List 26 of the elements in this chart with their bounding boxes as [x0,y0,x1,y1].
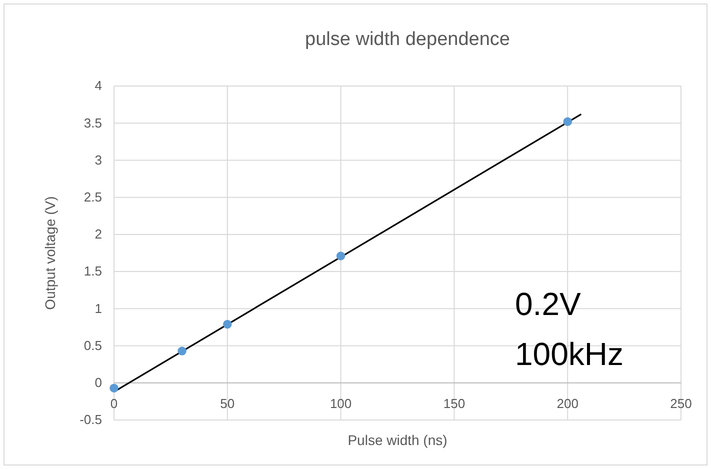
y-tick-label: 3 [94,152,102,168]
x-axis-title: Pulse width (ns) [348,432,448,448]
y-tick-label: 1 [94,300,102,316]
annotation: 100kHz [515,336,624,372]
y-tick-label: 0 [94,375,102,390]
y-tick-label: 4 [94,78,102,94]
chart-title: pulse width dependence [305,29,510,50]
y-axis-title: Output voltage (V) [42,196,58,310]
point [110,384,118,392]
annotation: 0.2V [515,286,582,322]
x-tick-label: 100 [330,396,352,412]
x-tick-label: 0 [110,396,118,412]
x-tick-label: 50 [220,396,235,412]
point [178,346,186,356]
y-tick-label: 3.5 [84,115,102,130]
y-tick-label: -0.5 [80,412,102,428]
point [563,117,572,126]
y-tick-label: 2.5 [84,189,102,204]
y-tick-label: 1.5 [84,264,102,279]
x-tick-label: 250 [670,396,692,412]
point [223,320,232,329]
y-tick-label: 0.5 [84,338,102,353]
x-tick-label: 200 [556,396,578,412]
point [336,252,346,260]
x-tick-label: 150 [443,396,466,412]
y-tick-label: 2 [94,226,102,242]
